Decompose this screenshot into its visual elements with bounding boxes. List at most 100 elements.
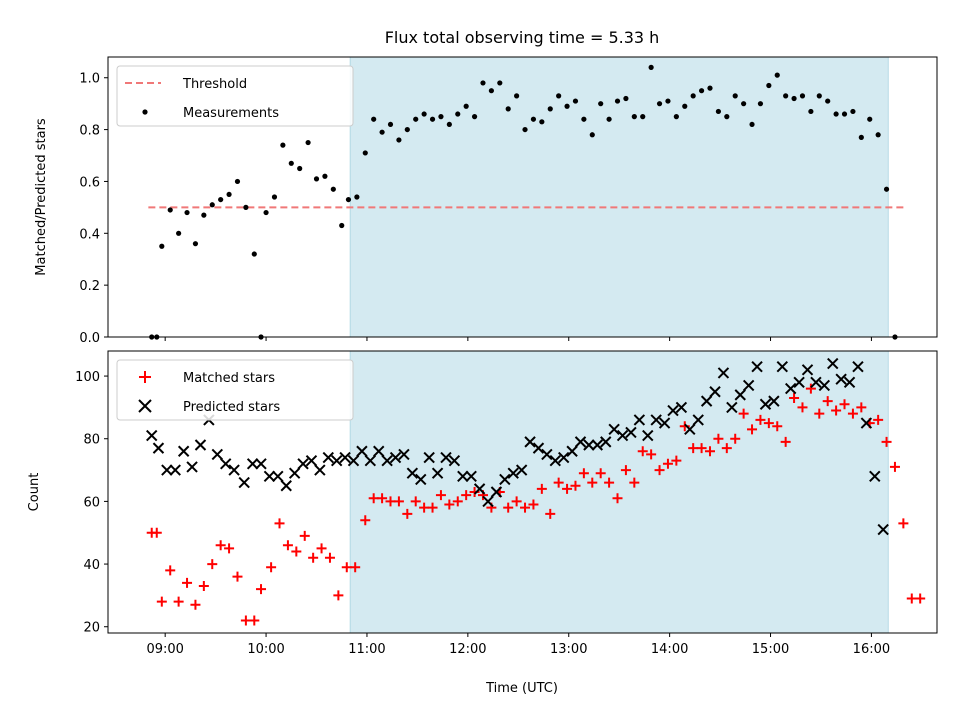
measurement-point: [707, 85, 713, 91]
measurement-point: [690, 93, 696, 99]
matched-stars-point: [671, 455, 682, 466]
matched-stars-point: [906, 593, 917, 604]
predicted-stars-point: [297, 458, 309, 470]
matched-stars-point: [587, 477, 598, 488]
predicted-stars-point: [751, 360, 763, 373]
y-tick-label: 0.0: [79, 331, 100, 346]
matched-stars-point: [503, 502, 514, 513]
measurement-point: [251, 251, 257, 257]
plot-frame: [107, 350, 938, 634]
predicted-stars-point: [515, 464, 528, 476]
matched-stars-point: [881, 436, 892, 447]
y-tick-label: 80: [83, 433, 100, 448]
matched-stars-point: [215, 540, 226, 551]
legend-matched-swatch: [139, 371, 151, 383]
measurement-point: [192, 241, 199, 247]
bottom-panel: 20 40 60 80 100 09:00 10:00 11:00 12:00 13:00 14:0…: [27, 350, 938, 657]
measurement-point: [396, 137, 402, 143]
figure-title: Flux total observing time = 5.33 h: [385, 28, 660, 47]
matched-stars-point: [151, 527, 162, 538]
matched-stars-point: [805, 383, 816, 394]
predicted-stars-point: [709, 386, 721, 398]
matched-stars-point: [814, 408, 825, 419]
predicted-stars-point: [280, 480, 292, 492]
measurement-point: [581, 116, 587, 122]
measurement-point: [446, 121, 452, 128]
measurement-point: [808, 108, 814, 115]
matched-stars-point: [688, 443, 699, 454]
matched-stars-point: [545, 508, 556, 519]
matched-stars-point: [173, 596, 184, 607]
matched-stars-point: [402, 508, 413, 519]
measurement-point: [209, 202, 215, 208]
measurement-point: [413, 116, 419, 122]
predicted-stars-point: [398, 448, 410, 461]
measurement-point: [480, 80, 486, 86]
predicted-stars-point: [600, 436, 612, 448]
legend-label: Predicted stars: [183, 400, 280, 415]
matched-stars-point: [182, 577, 193, 588]
measurement-point: [783, 93, 789, 99]
predicted-stars-point: [768, 395, 780, 407]
predicted-stars-point: [356, 445, 368, 457]
matched-stars-point: [654, 465, 665, 476]
predicted-stars-point: [684, 423, 696, 436]
measurement-point: [631, 114, 637, 120]
predicted-stars-point: [373, 445, 385, 457]
predicted-stars-point: [692, 414, 704, 426]
matched-stars-point: [511, 496, 522, 507]
measurement-point: [850, 108, 856, 115]
predicted-stars-point: [549, 454, 561, 467]
predicted-stars-point: [541, 448, 553, 461]
top-panel: 0.0 0.2 0.4 0.6 0.8 1.0 Matched/Predicted star…: [34, 56, 938, 346]
measurement-point: [841, 111, 848, 117]
y-tick-label: 100: [75, 370, 100, 385]
matched-stars-point: [368, 493, 379, 504]
plot-frame: [107, 56, 938, 338]
legend: Matched stars Predicted stars: [116, 359, 354, 421]
measurement-point: [816, 93, 822, 99]
predicted-stars-point: [818, 379, 831, 392]
predicted-stars-point: [288, 467, 301, 479]
measurement-point: [455, 111, 461, 117]
predicted-stars-point: [364, 454, 377, 467]
predicted-stars-point: [246, 458, 259, 470]
measurement-point: [656, 101, 663, 107]
measurement-point: [606, 116, 612, 122]
matched-stars-point: [316, 543, 327, 554]
predicted-stars-point: [810, 376, 822, 389]
predicted-stars-point: [877, 523, 889, 536]
predicted-stars-point: [272, 470, 284, 483]
matched-stars-point: [165, 565, 176, 576]
x-tick-label: 15:00: [752, 642, 789, 657]
matched-stars-point: [679, 421, 690, 432]
matched-stars-point: [629, 477, 640, 488]
matched-stars-point: [299, 530, 310, 541]
matched-stars-point: [578, 468, 589, 479]
predicted-stars-point: [482, 495, 494, 508]
predicted-stars-point: [389, 451, 402, 464]
matched-stars-point: [249, 615, 260, 626]
measurement-point: [354, 194, 360, 200]
matched-stars-point: [839, 399, 850, 410]
x-tick-label: 11:00: [348, 642, 385, 657]
measurement-point: [471, 114, 478, 120]
measurement-point: [539, 119, 545, 125]
matched-stars-point: [232, 571, 243, 582]
predicted-stars-point: [650, 414, 662, 426]
measurement-point: [598, 101, 604, 107]
matched-stars-point: [696, 443, 707, 454]
measurement-point: [339, 222, 345, 229]
matched-stars-point: [469, 487, 480, 497]
measurement-point: [305, 139, 311, 146]
predicted-stars-point: [263, 470, 276, 483]
matched-stars-point: [240, 615, 251, 626]
matched-stars-point: [324, 552, 335, 563]
measurement-point: [379, 129, 385, 135]
matched-stars-point: [350, 562, 361, 573]
matched-stars-point: [915, 593, 926, 604]
measurement-point: [825, 98, 831, 104]
matched-stars-point: [570, 480, 581, 491]
y-tick-label: 40: [83, 558, 100, 573]
matched-stars-point: [646, 449, 657, 460]
